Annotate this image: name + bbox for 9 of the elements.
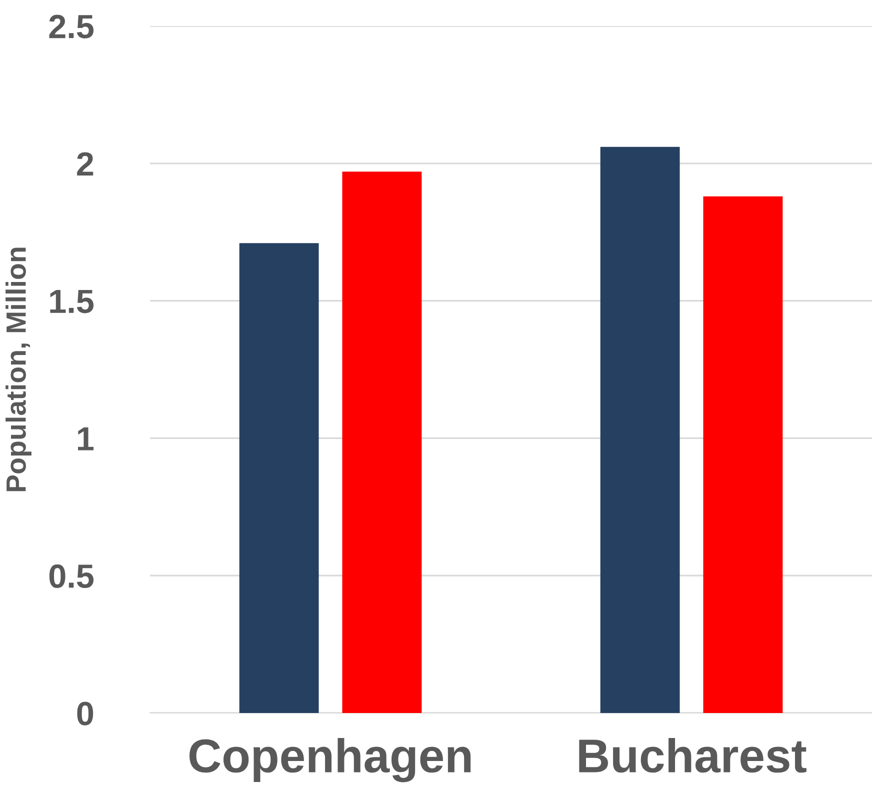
- y-tick-label: 0.5: [49, 564, 94, 588]
- y-tick-label: 0: [77, 702, 94, 726]
- x-tick-label: Copenhagen: [189, 738, 471, 782]
- y-axis-title: Population, Million: [6, 248, 32, 492]
- y-tick-label: 1.5: [50, 290, 94, 314]
- y-tick-label: 1: [78, 427, 94, 450]
- y-tick-label: 2.5: [49, 14, 94, 38]
- x-tick-label: Bucharest: [579, 738, 806, 773]
- y-tick-label: 2: [77, 152, 94, 176]
